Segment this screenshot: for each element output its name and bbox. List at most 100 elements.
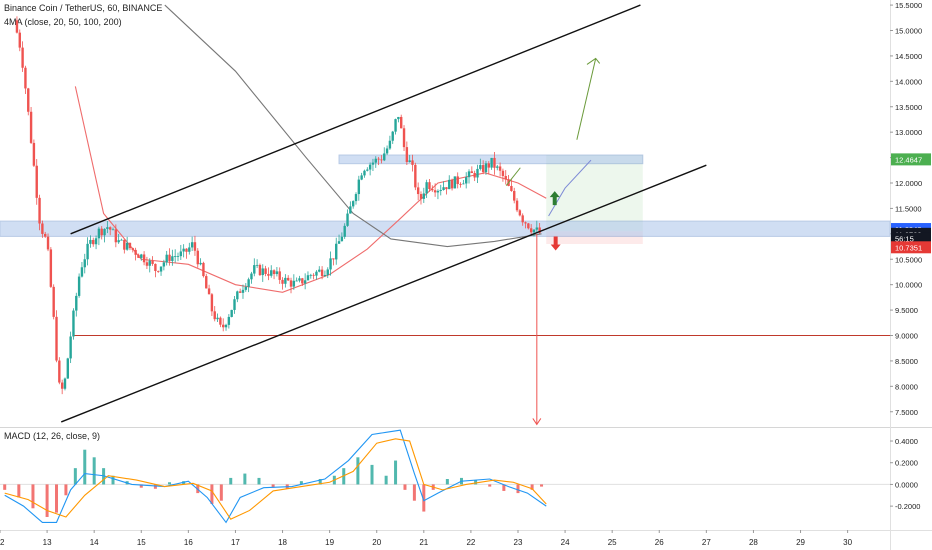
candle-body-180: [524, 222, 527, 224]
candle-body-96: [286, 277, 290, 281]
support-zone: [0, 220, 891, 237]
candle-body-75: [227, 316, 231, 325]
candle-body-136: [400, 116, 403, 129]
candle-body-150: [439, 189, 442, 191]
candle-body-135: [397, 116, 400, 120]
candle-body-58: [179, 251, 183, 257]
candle-body-185: [538, 227, 541, 233]
candle-body-151: [442, 187, 445, 190]
candle-body-89: [267, 273, 270, 276]
macd-bar-13: [153, 484, 157, 489]
candle-body-115: [340, 236, 344, 242]
price-tick-label-1: 15.0000: [895, 27, 922, 36]
candle-body-76: [230, 309, 233, 317]
candle-body-137: [402, 128, 406, 148]
price-tick-label-0: 15.5000: [895, 1, 922, 10]
macd-bar-1: [17, 484, 21, 498]
macd-bar-20: [243, 473, 247, 485]
candle-body-77: [233, 299, 236, 310]
candle-body-69: [210, 294, 214, 312]
candle-body-61: [188, 247, 191, 252]
candle-body-64: [196, 250, 199, 265]
candle-body-29: [97, 228, 101, 239]
candle-body-168: [490, 157, 493, 168]
candle-body-173: [504, 176, 507, 180]
candle-body-16: [60, 382, 64, 389]
candle-body-73: [222, 324, 225, 328]
candle-body-4: [27, 88, 30, 112]
time-tick-label-18: 30: [843, 538, 852, 547]
price-tick-label-14: 8.5000: [895, 357, 918, 366]
candle-body-130: [383, 153, 386, 161]
candle-body-114: [337, 241, 341, 244]
candle-body-14: [55, 316, 58, 361]
candle-body-100: [298, 278, 301, 281]
candle-body-12: [49, 249, 53, 287]
candle-body-128: [377, 158, 380, 160]
macd-bar-19: [229, 477, 233, 485]
candle-body-138: [405, 147, 409, 162]
candle-body-156: [456, 176, 459, 185]
time-tick-label-15: 27: [702, 538, 711, 547]
price-tick-label-3: 14.0000: [895, 77, 922, 86]
price-tick-label-15: 8.0000: [895, 382, 918, 391]
candle-body-165: [481, 165, 485, 173]
candle-body-176: [513, 190, 516, 201]
macd-bar-31: [394, 460, 398, 485]
target-box: [546, 155, 643, 232]
candle-body-41: [131, 248, 134, 250]
candle-body-119: [351, 201, 355, 207]
macd-bar-17: [210, 484, 214, 504]
candle-body-57: [176, 256, 180, 257]
time-tick-label-11: 23: [514, 538, 523, 547]
candle-body-26: [89, 239, 92, 244]
candle-body-5: [29, 111, 33, 143]
candle-body-30: [100, 228, 103, 236]
candle-body-133: [391, 131, 394, 141]
macd-bar-14: [168, 482, 172, 485]
candle-body-21: [75, 295, 78, 311]
macd-signal-line: [4, 438, 547, 520]
candle-body-103: [306, 275, 310, 281]
candle-body-181: [527, 223, 530, 229]
macd-bar-39: [488, 484, 492, 487]
macd-bar-25: [318, 479, 322, 485]
candle-body-142: [416, 187, 420, 195]
candle-body-82: [247, 279, 250, 287]
macd-bar-28: [356, 457, 360, 485]
candle-body-79: [238, 291, 242, 293]
candle-body-63: [193, 242, 197, 251]
price-label-tag-0: [891, 153, 931, 166]
time-tick-label-5: 17: [231, 538, 240, 547]
candle-body-178: [518, 210, 522, 216]
candle-body-88: [264, 268, 267, 274]
moving-average-1: [74, 86, 547, 293]
candle-body-104: [309, 274, 312, 276]
candle-body-33: [108, 227, 112, 230]
candle-body-97: [289, 280, 293, 287]
candle-body-18: [66, 358, 70, 379]
time-tick-label-1: 13: [43, 538, 52, 547]
macd-bar-33: [412, 484, 416, 501]
candle-body-124: [366, 169, 369, 171]
candle-body-27: [92, 239, 95, 245]
candle-body-22: [77, 276, 81, 296]
time-tick-label-16: 28: [749, 538, 758, 547]
candle-body-113: [335, 243, 338, 260]
candle-body-120: [354, 194, 358, 202]
candle-body-161: [470, 171, 474, 174]
candle-body-125: [368, 164, 372, 170]
candle-body-164: [479, 165, 482, 169]
candle-body-155: [453, 176, 457, 189]
candle-body-36: [117, 240, 120, 243]
time-tick-label-9: 21: [419, 538, 428, 547]
candle-body-109: [323, 274, 327, 277]
candle-body-121: [357, 179, 361, 195]
price-tick-label-12: 9.5000: [895, 306, 918, 315]
candle-body-51: [159, 266, 163, 272]
candle-body-177: [515, 200, 519, 211]
candle-body-71: [216, 317, 219, 320]
candle-body-131: [385, 148, 389, 154]
candle-body-65: [199, 262, 202, 265]
